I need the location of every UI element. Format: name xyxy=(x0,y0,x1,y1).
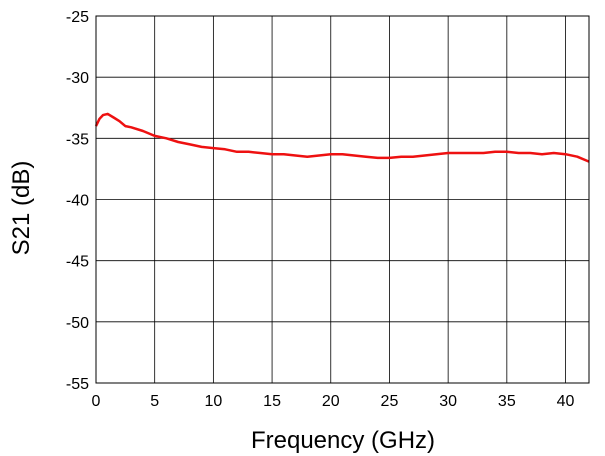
x-tick-label: 35 xyxy=(498,393,516,410)
x-tick-label: 20 xyxy=(322,393,340,410)
y-tick-label: -35 xyxy=(66,131,89,148)
series-line xyxy=(94,112,590,163)
x-tick-label: 15 xyxy=(263,393,281,410)
x-tick-label: 40 xyxy=(557,393,575,410)
grid xyxy=(95,15,589,384)
y-tick-label: -55 xyxy=(66,376,89,393)
x-tick-label: 25 xyxy=(381,393,399,410)
y-tick-label: -50 xyxy=(66,315,89,332)
series-layer xyxy=(94,112,590,163)
x-tick-label: 5 xyxy=(150,393,159,410)
x-tick-label: 30 xyxy=(439,393,457,410)
y-tick-label: -45 xyxy=(66,254,89,271)
x-tick-label: 0 xyxy=(92,393,101,410)
x-tick-label: 10 xyxy=(204,393,222,410)
y-axis-label: S21 (dB) xyxy=(8,161,35,256)
y-tick-label: -40 xyxy=(66,193,89,210)
plot-frame xyxy=(95,15,590,384)
x-tick-labels: 0 5 10 15 20 25 30 35 40 xyxy=(92,393,575,410)
y-tick-labels: -55 -50 -45 -40 -35 -30 -25 xyxy=(66,9,89,393)
x-axis-label: Frequency (GHz) xyxy=(251,427,435,454)
y-tick-label: -30 xyxy=(66,70,89,87)
y-tick-label: -25 xyxy=(66,9,89,26)
